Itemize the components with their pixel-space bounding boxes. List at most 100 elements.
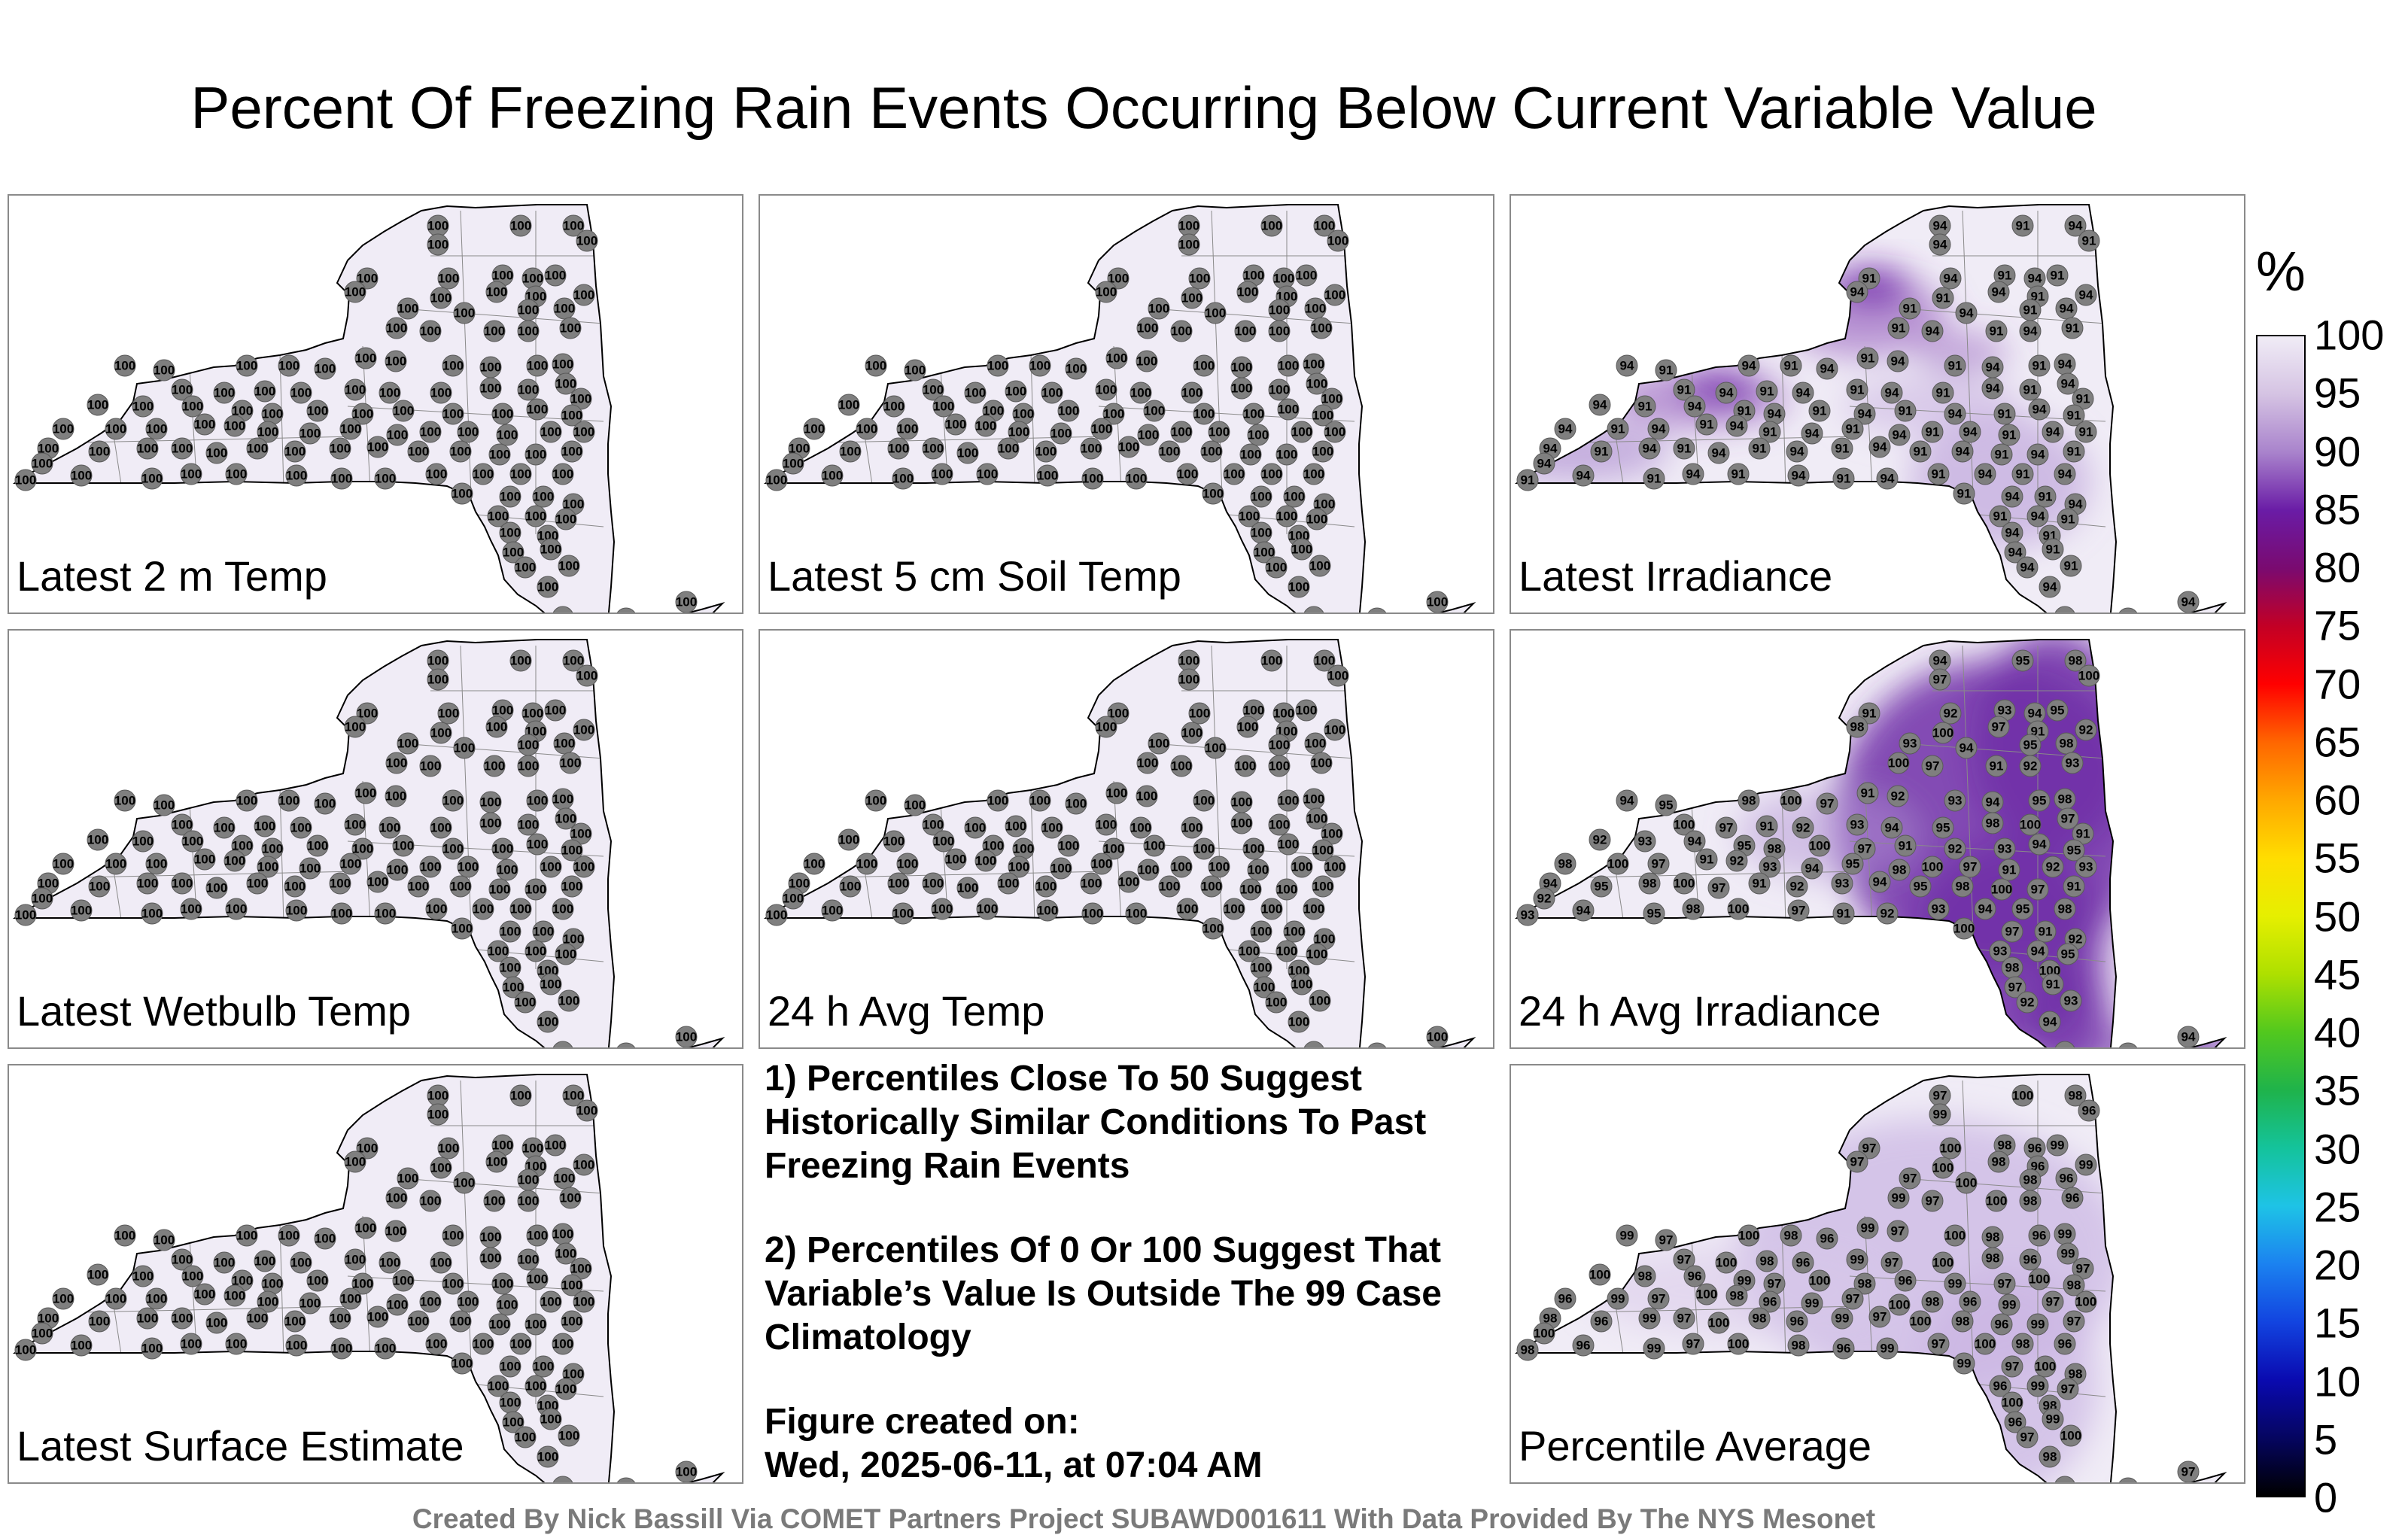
station-value: 100 — [427, 238, 448, 252]
station-value: 95 — [1846, 857, 1860, 871]
station-marker: 94 — [1787, 464, 1810, 487]
station-dot — [1265, 556, 1288, 579]
station-dot — [442, 354, 464, 377]
station-marker: 95 — [1655, 794, 1677, 816]
station-marker: 98 — [2064, 1084, 2087, 1107]
station-dot — [385, 350, 407, 372]
station-marker: 100 — [499, 485, 521, 508]
station-marker: 100 — [555, 1378, 577, 1400]
station-value: 100 — [1243, 269, 1264, 283]
station-dot — [419, 856, 442, 878]
station-marker: 94 — [1589, 394, 1611, 416]
station-marker: 100 — [964, 381, 987, 404]
station-dot — [145, 853, 168, 875]
station-dot — [449, 440, 472, 463]
station-value: 93 — [1998, 842, 2012, 856]
colorbar-tick-label: 15 — [2314, 1299, 2361, 1347]
station-dot — [1816, 357, 1838, 380]
station-value: 91 — [2076, 827, 2090, 841]
station-value: 96 — [2023, 1253, 2038, 1267]
station-marker: 100 — [437, 702, 460, 725]
station-dot — [1801, 857, 1823, 880]
station-dot — [1533, 452, 1555, 475]
station-dot — [1029, 354, 1051, 377]
station-value: 91 — [2051, 269, 2065, 283]
station-dot — [1832, 902, 1855, 925]
station-value: 94 — [1719, 386, 1734, 400]
station-marker: 100 — [425, 463, 448, 485]
station-value: 94 — [2023, 324, 2038, 339]
county-line — [1781, 353, 1786, 490]
station-marker: 100 — [616, 607, 637, 612]
station-dot — [1202, 482, 1224, 505]
panel-label: Latest 2 m Temp — [17, 552, 327, 600]
station-dot — [2054, 1333, 2076, 1355]
station-value: 100 — [552, 610, 573, 615]
station-dot — [1176, 463, 1199, 485]
station-marker: 95 — [1909, 875, 1932, 898]
station-value: 100 — [1312, 445, 1333, 459]
station-marker: 100 — [479, 1226, 502, 1248]
station-dot — [1277, 833, 1300, 856]
station-marker: 100 — [449, 1310, 472, 1333]
station-dot — [2011, 1333, 2034, 1355]
station-dot — [1683, 830, 1706, 853]
station-dot — [2057, 372, 2079, 395]
station-dot — [2026, 940, 2049, 962]
station-marker: 100 — [285, 464, 308, 487]
station-marker: 100 — [339, 853, 362, 875]
station-value: 100 — [510, 1089, 531, 1103]
station-marker: 99 — [2042, 1408, 2064, 1430]
station-value: 100 — [254, 1254, 275, 1269]
station-value: 100 — [965, 821, 986, 835]
station-value: 100 — [1303, 357, 1324, 372]
station-value: 100 — [32, 457, 53, 471]
station-marker: 93 — [2075, 856, 2097, 878]
station-value: 100 — [503, 546, 524, 560]
station-dot — [2060, 989, 2082, 1012]
station-value: 100 — [840, 445, 861, 459]
station-value: 100 — [1138, 863, 1159, 877]
station-marker: 100 — [1247, 424, 1269, 446]
station-marker: 100 — [561, 875, 583, 898]
station-marker: 94 — [2001, 521, 2023, 544]
station-dot — [479, 812, 502, 834]
station-dot — [278, 1224, 300, 1247]
station-value: 100 — [1013, 842, 1034, 856]
station-dot — [517, 1248, 540, 1271]
station-marker: 100 — [299, 1292, 321, 1315]
station-marker: 100 — [425, 1333, 448, 1355]
station-dot — [1554, 853, 1576, 875]
station-value: 100 — [883, 400, 905, 414]
station-marker: 100 — [1170, 320, 1193, 342]
station-dot — [1275, 940, 1298, 962]
station-marker: 91 — [2054, 606, 2075, 612]
station-marker: 100 — [1291, 538, 1313, 561]
station-dot — [1989, 940, 2011, 962]
colorbar-tick-label: 40 — [2314, 1008, 2361, 1056]
station-dot — [509, 1333, 532, 1355]
station-marker: 100 — [838, 394, 860, 416]
station-value: 100 — [89, 1315, 110, 1329]
station-dot — [526, 789, 549, 812]
station-value: 100 — [1243, 704, 1264, 718]
station-value: 100 — [497, 1298, 518, 1312]
station-dot — [351, 837, 374, 860]
station-marker: 91 — [1985, 755, 2008, 777]
station-value: 91 — [1899, 839, 1913, 853]
station-dot — [1607, 853, 1629, 875]
county-line — [1849, 840, 2106, 857]
station-value: 97 — [1677, 1312, 1692, 1326]
station-marker: 100 — [366, 871, 389, 893]
station-dot — [1616, 789, 1638, 812]
station-value: 100 — [1716, 1256, 1737, 1270]
station-value: 100 — [224, 419, 245, 433]
station-value: 100 — [933, 400, 954, 414]
station-dot — [1638, 437, 1661, 460]
station-dot — [284, 440, 306, 463]
station-dot — [330, 1337, 353, 1360]
station-value: 100 — [473, 467, 494, 482]
station-value: 97 — [2061, 812, 2075, 826]
station-marker: 98 — [1921, 1290, 1944, 1313]
station-marker: 95 — [2057, 943, 2079, 965]
